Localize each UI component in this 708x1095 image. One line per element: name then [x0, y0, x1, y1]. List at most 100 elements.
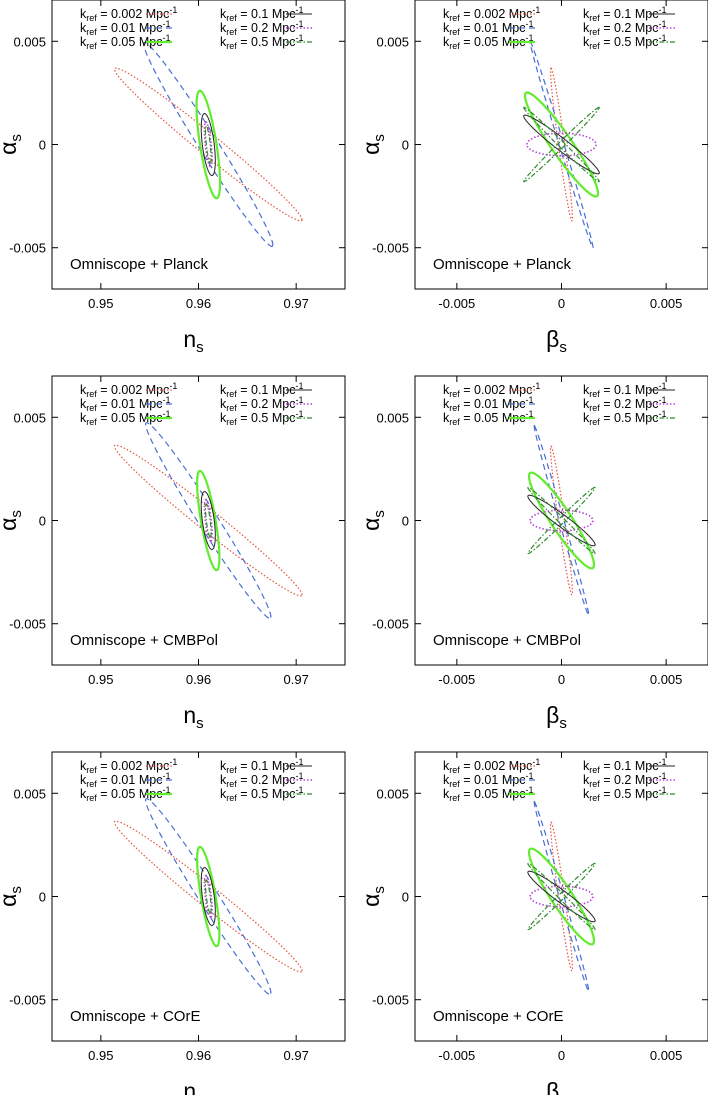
legend-label-4: kref = 0.1 Mpc-1 [220, 5, 304, 23]
contour-kref-6 [204, 503, 212, 538]
y-axis-label: αs [358, 886, 388, 907]
contour-kref-1 [113, 67, 303, 222]
legend-mid: = 0.05 [460, 787, 502, 801]
legend-sub: ref [449, 27, 460, 37]
legend-k: k [80, 21, 87, 35]
legend-k: k [443, 35, 450, 49]
contour-kref-3 [527, 471, 596, 570]
legend-mid: = 0.01 [460, 773, 502, 787]
legend-mid: = 0.01 [460, 21, 502, 35]
legend-sub: ref [226, 13, 237, 23]
legend-sup: -1 [532, 5, 540, 15]
panel-annotation: Omniscope + COrE [70, 1008, 200, 1025]
contour-kref-1 [549, 821, 574, 972]
legend-unit: Mpc [635, 773, 659, 787]
y-axis-label: αs [358, 134, 388, 155]
x-tick-label: 0.005 [650, 672, 683, 687]
x-axis-label-sub: s [559, 339, 567, 356]
y-axis-label: αs [358, 510, 388, 531]
x-tick-label: 0.96 [186, 1048, 211, 1063]
x-axis-label: βs [546, 1078, 567, 1095]
panel-annotation: Omniscope + COrE [433, 1008, 563, 1025]
x-axis-label-sub: s [196, 339, 204, 356]
legend-label-5: kref = 0.2 Mpc-1 [220, 771, 304, 789]
y-axis-label: αs [0, 134, 25, 155]
legend-sub: ref [449, 13, 460, 23]
legend-mid: = 0.5 [237, 35, 272, 49]
legend-label-5: kref = 0.2 Mpc-1 [583, 19, 667, 37]
legend-sup: -1 [659, 785, 667, 795]
legend-sub: ref [589, 779, 600, 789]
legend-k: k [583, 759, 590, 773]
legend-label-4: kref = 0.1 Mpc-1 [583, 757, 667, 775]
legend-sub: ref [86, 13, 97, 23]
y-tick-label: 0 [39, 138, 46, 153]
contour-kref-4 [200, 491, 216, 550]
y-tick-label: 0 [402, 138, 409, 153]
y-tick-label: 0 [39, 514, 46, 529]
legend-k: k [443, 787, 450, 801]
contour-kref-5 [529, 885, 594, 908]
x-axis-label-main: β [546, 1078, 559, 1095]
legend-label-4: kref = 0.1 Mpc-1 [220, 381, 304, 399]
x-tick-label: 0.97 [284, 1048, 309, 1063]
legend-mid: = 0.2 [600, 773, 635, 787]
y-tick-label: 0.005 [376, 786, 409, 801]
x-axis-label: βs [546, 702, 567, 732]
y-axis-label-main: α [0, 894, 21, 907]
contour-kref-5 [529, 509, 594, 532]
legend-k: k [220, 397, 227, 411]
contour-kref-3 [195, 89, 222, 200]
y-tick-label: -0.005 [9, 617, 46, 632]
legend-k: k [583, 411, 590, 425]
legend-sub: ref [589, 27, 600, 37]
legend-unit: Mpc [272, 397, 296, 411]
legend-sub: ref [589, 41, 600, 51]
legend-sub: ref [226, 27, 237, 37]
legend-sub: ref [86, 403, 97, 413]
legend-sub: ref [449, 793, 460, 803]
x-axis-label: ns [183, 1078, 203, 1095]
legend-k: k [443, 7, 450, 21]
legend-unit: Mpc [635, 787, 659, 801]
legend-sup: -1 [296, 5, 304, 15]
x-tick-label: -0.005 [438, 672, 475, 687]
x-tick-label: 0 [558, 296, 565, 311]
legend-mid: = 0.2 [237, 773, 272, 787]
legend-sup: -1 [525, 409, 533, 419]
legend-sub: ref [226, 765, 237, 775]
y-axis-label-sub: s [8, 886, 25, 894]
legend-sup: -1 [296, 381, 304, 391]
legend-mid: = 0.1 [600, 759, 635, 773]
panel-annotation: Omniscope + CMBPol [70, 632, 218, 649]
legend-label-2: kref = 0.01 Mpc-1 [80, 395, 170, 413]
legend-unit: Mpc [635, 7, 659, 21]
legend-k: k [443, 411, 450, 425]
legend-sub: ref [589, 13, 600, 23]
legend-unit: Mpc [635, 411, 659, 425]
legend-mid: = 0.1 [600, 383, 635, 397]
legend-mid: = 0.2 [237, 397, 272, 411]
legend-sub: ref [86, 41, 97, 51]
legend-mid: = 0.5 [600, 411, 635, 425]
legend-mid: = 0.05 [460, 411, 502, 425]
contour-kref-6-b [527, 862, 596, 931]
legend-mid: = 0.2 [237, 21, 272, 35]
contour-kref-2 [533, 424, 590, 617]
y-tick-label: -0.005 [372, 993, 409, 1008]
y-axis-label-main: α [358, 894, 384, 907]
panel-annotation: Omniscope + Planck [70, 256, 208, 273]
legend-k: k [220, 787, 227, 801]
legend-k: k [220, 35, 227, 49]
legend-sup: -1 [659, 381, 667, 391]
contour-kref-6 [527, 862, 596, 931]
legend-k: k [443, 759, 450, 773]
legend-sup: -1 [525, 785, 533, 795]
legend-sub: ref [449, 403, 460, 413]
